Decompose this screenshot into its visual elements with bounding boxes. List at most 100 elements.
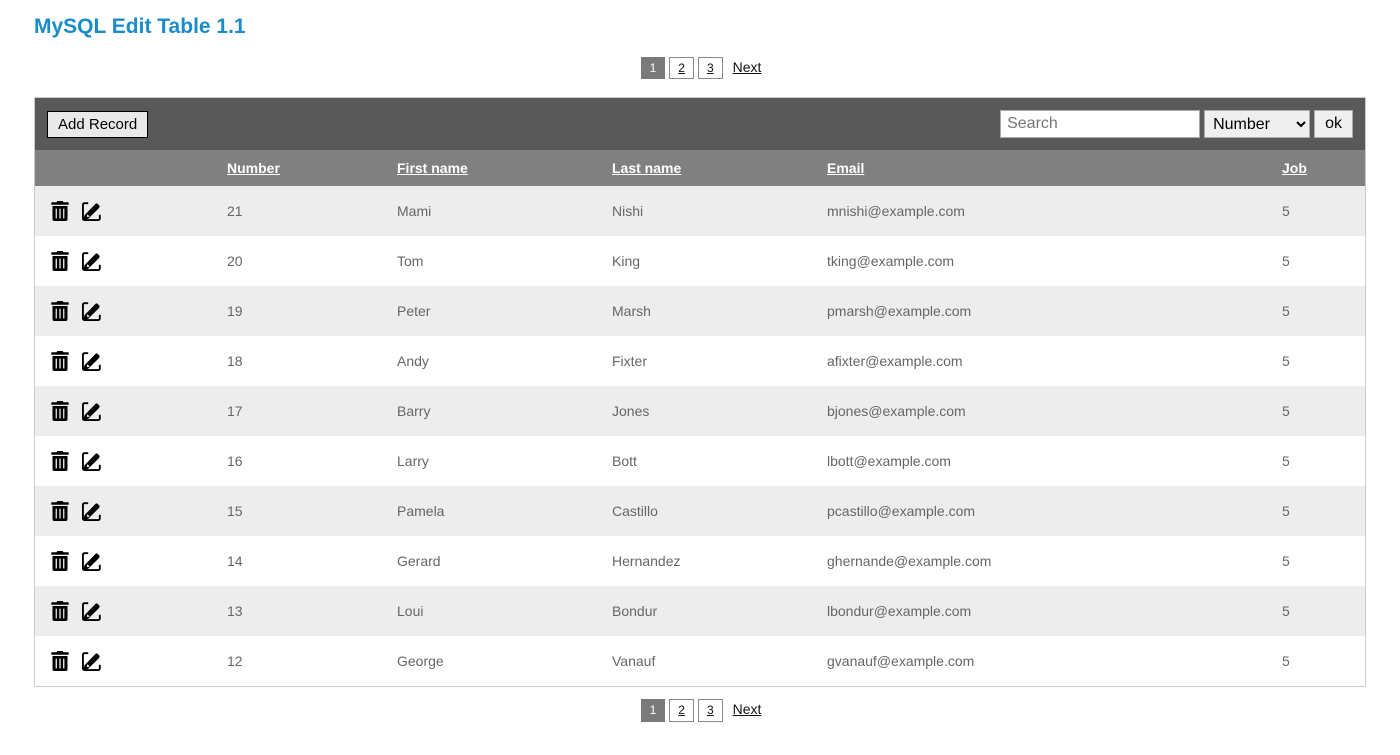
- cell-email: tking@example.com: [815, 236, 1270, 286]
- cell-job: 5: [1270, 186, 1365, 236]
- cell-last-name: Marsh: [600, 286, 815, 336]
- cell-email: mnishi@example.com: [815, 186, 1270, 236]
- edit-icon[interactable]: [81, 200, 103, 222]
- delete-icon[interactable]: [49, 200, 71, 222]
- cell-number: 14: [215, 536, 385, 586]
- delete-icon[interactable]: [49, 550, 71, 572]
- column-header-first-name[interactable]: First name: [385, 150, 600, 186]
- table-row: 15PamelaCastillopcastillo@example.com5: [35, 486, 1365, 536]
- table-row: 14GerardHernandezghernande@example.com5: [35, 536, 1365, 586]
- delete-icon[interactable]: [49, 300, 71, 322]
- cell-job: 5: [1270, 386, 1365, 436]
- cell-first-name: Larry: [385, 436, 600, 486]
- cell-job: 5: [1270, 436, 1365, 486]
- cell-number: 19: [215, 286, 385, 336]
- column-header-email[interactable]: Email: [815, 150, 1270, 186]
- search-submit-button[interactable]: ok: [1314, 110, 1353, 138]
- page-button[interactable]: 1: [641, 699, 666, 721]
- cell-last-name: Jones: [600, 386, 815, 436]
- table-row: 20TomKingtking@example.com5: [35, 236, 1365, 286]
- add-record-button[interactable]: Add Record: [47, 111, 148, 138]
- edit-icon[interactable]: [81, 400, 103, 422]
- table-row: 12GeorgeVanaufgvanauf@example.com5: [35, 636, 1365, 686]
- delete-icon[interactable]: [49, 600, 71, 622]
- cell-last-name: Vanauf: [600, 636, 815, 686]
- cell-email: lbondur@example.com: [815, 586, 1270, 636]
- edit-icon[interactable]: [81, 500, 103, 522]
- cell-email: ghernande@example.com: [815, 536, 1270, 586]
- column-header-actions: [35, 150, 215, 186]
- cell-first-name: George: [385, 636, 600, 686]
- cell-email: pmarsh@example.com: [815, 286, 1270, 336]
- edit-icon[interactable]: [81, 250, 103, 272]
- cell-last-name: Bott: [600, 436, 815, 486]
- column-header-job[interactable]: Job: [1270, 150, 1365, 186]
- cell-number: 17: [215, 386, 385, 436]
- cell-number: 18: [215, 336, 385, 386]
- delete-icon[interactable]: [49, 400, 71, 422]
- cell-email: pcastillo@example.com: [815, 486, 1270, 536]
- page-title: MySQL Edit Table 1.1: [34, 15, 1366, 39]
- cell-email: bjones@example.com: [815, 386, 1270, 436]
- cell-last-name: Castillo: [600, 486, 815, 536]
- delete-icon[interactable]: [49, 650, 71, 672]
- column-header-last-name[interactable]: Last name: [600, 150, 815, 186]
- edit-icon[interactable]: [81, 450, 103, 472]
- next-page-link[interactable]: Next: [733, 701, 762, 717]
- cell-last-name: Bondur: [600, 586, 815, 636]
- cell-last-name: Nishi: [600, 186, 815, 236]
- cell-job: 5: [1270, 236, 1365, 286]
- table-container: Add Record NumberFirst nameLast nameEmai…: [34, 97, 1366, 687]
- search-input[interactable]: [1000, 110, 1200, 138]
- delete-icon[interactable]: [49, 450, 71, 472]
- table-row: 18AndyFixterafixter@example.com5: [35, 336, 1365, 386]
- page-button[interactable]: 3: [698, 699, 723, 721]
- cell-first-name: Mami: [385, 186, 600, 236]
- cell-first-name: Barry: [385, 386, 600, 436]
- cell-number: 12: [215, 636, 385, 686]
- cell-number: 15: [215, 486, 385, 536]
- pagination-bottom: 123 Next: [34, 699, 1366, 721]
- cell-number: 16: [215, 436, 385, 486]
- cell-first-name: Gerard: [385, 536, 600, 586]
- edit-icon[interactable]: [81, 550, 103, 572]
- edit-icon[interactable]: [81, 300, 103, 322]
- delete-icon[interactable]: [49, 350, 71, 372]
- next-page-link[interactable]: Next: [733, 59, 762, 75]
- cell-number: 20: [215, 236, 385, 286]
- table-row: 19PeterMarshpmarsh@example.com5: [35, 286, 1365, 336]
- search-field-select[interactable]: NumberFirst nameLast nameEmailJob: [1204, 110, 1310, 138]
- cell-job: 5: [1270, 636, 1365, 686]
- page-button[interactable]: 1: [641, 57, 666, 79]
- cell-job: 5: [1270, 336, 1365, 386]
- delete-icon[interactable]: [49, 250, 71, 272]
- edit-icon[interactable]: [81, 650, 103, 672]
- table-row: 21MamiNishimnishi@example.com5: [35, 186, 1365, 236]
- search-group: NumberFirst nameLast nameEmailJob ok: [1000, 110, 1353, 138]
- delete-icon[interactable]: [49, 500, 71, 522]
- table-row: 17BarryJonesbjones@example.com5: [35, 386, 1365, 436]
- page-button[interactable]: 3: [698, 57, 723, 79]
- cell-job: 5: [1270, 486, 1365, 536]
- page-button[interactable]: 2: [669, 699, 694, 721]
- cell-first-name: Peter: [385, 286, 600, 336]
- pagination-top: 123 Next: [34, 57, 1366, 79]
- table-row: 16LarryBottlbott@example.com5: [35, 436, 1365, 486]
- cell-first-name: Pamela: [385, 486, 600, 536]
- data-table: Number First name Last name Email Job 21…: [35, 150, 1365, 686]
- cell-first-name: Andy: [385, 336, 600, 386]
- cell-first-name: Loui: [385, 586, 600, 636]
- cell-number: 21: [215, 186, 385, 236]
- cell-first-name: Tom: [385, 236, 600, 286]
- column-header-number[interactable]: Number: [215, 150, 385, 186]
- table-row: 13LouiBondurlbondur@example.com5: [35, 586, 1365, 636]
- cell-email: lbott@example.com: [815, 436, 1270, 486]
- cell-job: 5: [1270, 586, 1365, 636]
- edit-icon[interactable]: [81, 350, 103, 372]
- edit-icon[interactable]: [81, 600, 103, 622]
- cell-last-name: King: [600, 236, 815, 286]
- cell-number: 13: [215, 586, 385, 636]
- cell-last-name: Hernandez: [600, 536, 815, 586]
- page-button[interactable]: 2: [669, 57, 694, 79]
- cell-email: gvanauf@example.com: [815, 636, 1270, 686]
